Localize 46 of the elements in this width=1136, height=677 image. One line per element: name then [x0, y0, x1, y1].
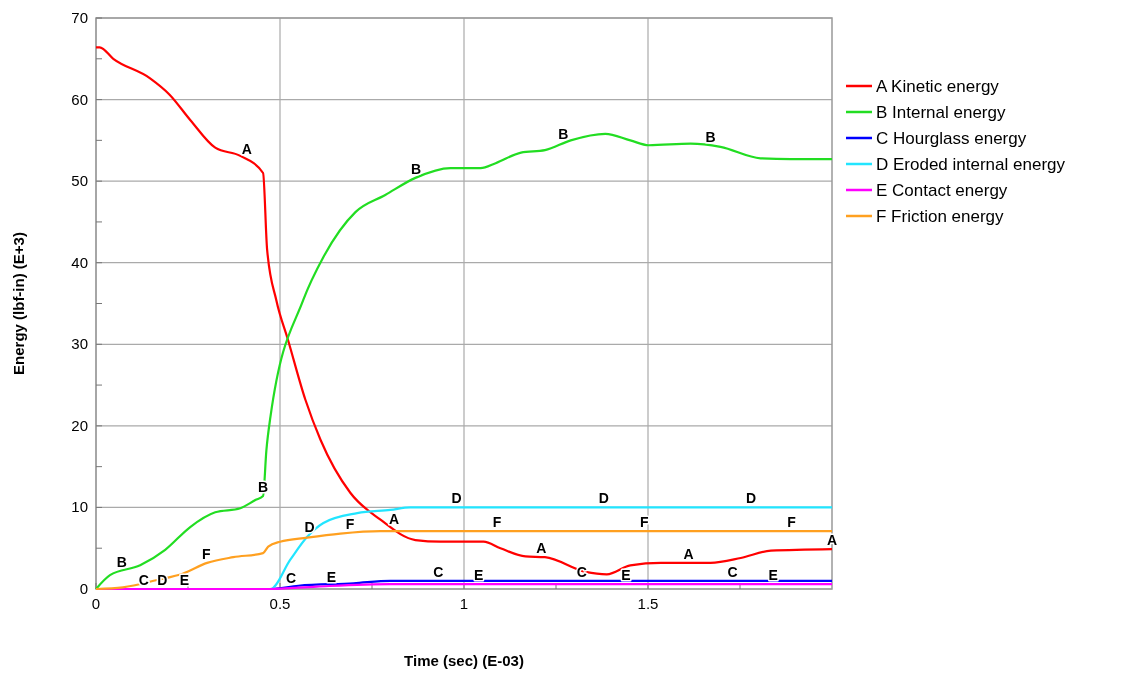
annotation: C	[727, 563, 738, 580]
annotation: F	[345, 515, 355, 532]
annotation: E	[326, 568, 337, 585]
y-tick-label: 0	[79, 580, 88, 597]
y-tick-label: 50	[71, 172, 88, 190]
y-axis-title: Energy (lbf-in) (E+3)	[10, 232, 27, 375]
legend-label: F Friction energy	[876, 207, 1005, 226]
annotation: B	[705, 129, 716, 146]
annotation: E	[179, 572, 189, 588]
annotation: B	[411, 160, 422, 177]
annotation: A	[536, 540, 547, 557]
annotation: E	[621, 567, 631, 584]
annotation: A	[683, 545, 694, 562]
annotation: F	[202, 545, 212, 562]
annotation: D	[304, 518, 315, 535]
annotation: D	[745, 490, 757, 507]
annotation: F	[640, 514, 650, 531]
annotation: E	[768, 567, 778, 584]
legend-label: B Internal energy	[876, 103, 1006, 122]
legend-label: E Contact energy	[876, 181, 1008, 200]
annotation: F	[492, 514, 502, 531]
x-tick-label: 1.5	[637, 595, 659, 612]
annotation: D	[451, 490, 462, 507]
x-tick-label: 0	[91, 595, 101, 612]
y-tick-label: 40	[71, 253, 88, 271]
annotation: A	[826, 532, 838, 549]
annotation: B	[116, 554, 127, 571]
annotation: D	[598, 490, 609, 507]
legend-label: C Hourglass energy	[876, 129, 1027, 148]
x-tick-label: 0.5	[269, 595, 291, 612]
y-tick-label: 30	[71, 335, 88, 353]
annotation: B	[558, 125, 569, 142]
y-tick-label: 20	[71, 416, 88, 434]
legend-label: A Kinetic energy	[876, 77, 1000, 96]
y-tick-label: 60	[71, 90, 88, 108]
annotation: F	[787, 514, 797, 531]
y-tick-label: 10	[71, 498, 88, 516]
x-axis-title: Time (sec) (E-03)	[404, 652, 524, 669]
annotation: A	[389, 510, 400, 527]
annotation: C	[433, 563, 444, 580]
y-tick-label: 70	[71, 9, 88, 26]
legend-label: D Eroded internal energy	[876, 155, 1066, 174]
x-tick-label: 1	[459, 595, 469, 612]
annotation: A	[241, 141, 252, 158]
annotation: E	[474, 567, 484, 584]
annotation: C	[285, 569, 297, 586]
